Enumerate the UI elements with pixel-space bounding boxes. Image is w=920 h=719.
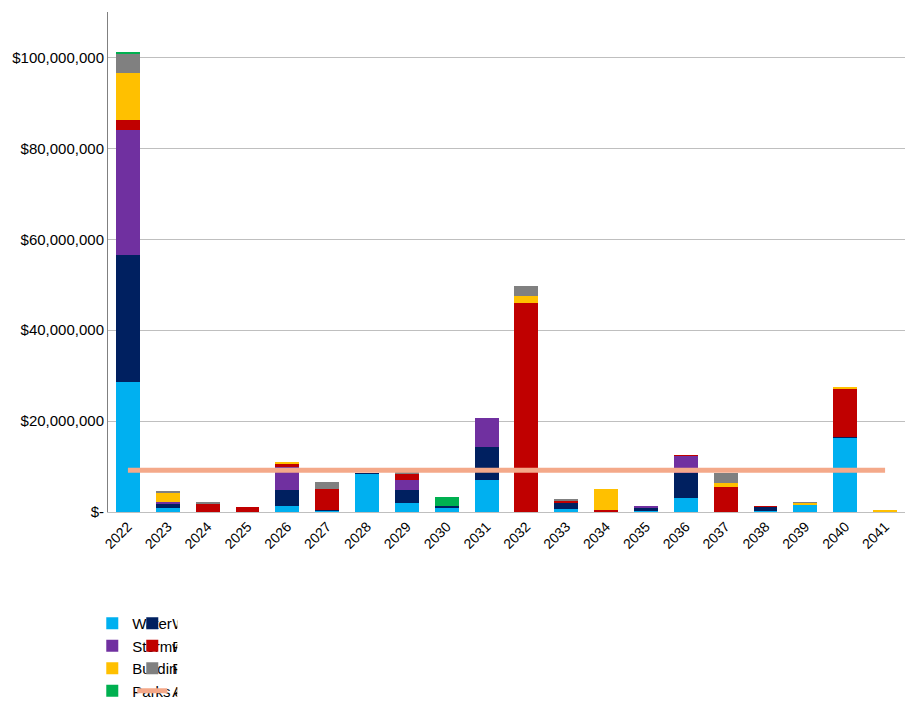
svg-text:$20,000,000: $20,000,000 xyxy=(21,412,104,429)
svg-text:Buildings: Buildings xyxy=(132,660,177,677)
svg-text:Roadway System: Roadway System xyxy=(172,638,177,655)
svg-text:2029: 2029 xyxy=(381,518,414,551)
svg-text:2035: 2035 xyxy=(620,518,653,551)
svg-text:$80,000,000: $80,000,000 xyxy=(21,140,104,157)
svg-text:2025: 2025 xyxy=(221,518,254,551)
svg-text:Average Annual Life Cycle Inve: Average Annual Life Cycle Investment (AA… xyxy=(172,683,177,700)
svg-text:2040: 2040 xyxy=(819,518,852,551)
svg-text:Water System: Water System xyxy=(132,615,177,632)
svg-text:2023: 2023 xyxy=(142,518,175,551)
svg-text:2024: 2024 xyxy=(181,518,214,551)
svg-text:Stormwater System: Stormwater System xyxy=(132,638,177,655)
svg-text:2027: 2027 xyxy=(301,518,334,551)
svg-text:$60,000,000: $60,000,000 xyxy=(21,231,104,248)
svg-text:2033: 2033 xyxy=(540,518,573,551)
svg-text:2026: 2026 xyxy=(261,518,294,551)
svg-text:Wastewater System: Wastewater System xyxy=(172,615,177,632)
svg-text:2034: 2034 xyxy=(580,518,613,551)
svg-text:Fleet & Equipment: Fleet & Equipment xyxy=(172,660,177,677)
svg-text:2028: 2028 xyxy=(341,518,374,551)
svg-text:2030: 2030 xyxy=(420,518,453,551)
svg-text:2038: 2038 xyxy=(739,518,772,551)
svg-text:$100,000,000: $100,000,000 xyxy=(12,49,104,66)
svg-text:2032: 2032 xyxy=(500,518,533,551)
svg-text:2041: 2041 xyxy=(859,518,892,551)
svg-text:2022: 2022 xyxy=(102,518,135,551)
svg-text:2037: 2037 xyxy=(699,518,732,551)
svg-text:2031: 2031 xyxy=(460,518,493,551)
svg-text:2036: 2036 xyxy=(660,518,693,551)
svg-text:2039: 2039 xyxy=(779,518,812,551)
svg-text:$-: $- xyxy=(91,503,104,520)
svg-text:$40,000,000: $40,000,000 xyxy=(21,321,104,338)
svg-text:Parks & Recreation: Parks & Recreation xyxy=(132,683,177,700)
